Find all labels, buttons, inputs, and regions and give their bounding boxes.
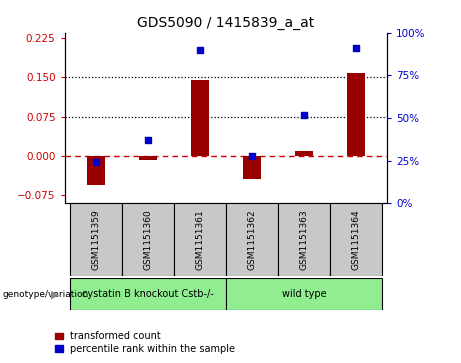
Title: GDS5090 / 1415839_a_at: GDS5090 / 1415839_a_at: [137, 16, 314, 30]
Text: GSM1151361: GSM1151361: [195, 209, 204, 270]
Bar: [226, 203, 278, 276]
Text: GSM1151362: GSM1151362: [248, 209, 256, 270]
Bar: [330, 203, 382, 276]
Point: [196, 47, 204, 53]
Point: [92, 159, 100, 165]
Bar: [70, 278, 226, 310]
Text: GSM1151364: GSM1151364: [351, 209, 361, 270]
Bar: [278, 203, 330, 276]
Point: [144, 137, 152, 143]
Bar: [87, 156, 105, 185]
Bar: [347, 73, 365, 156]
Point: [352, 45, 360, 51]
Bar: [139, 156, 157, 160]
Bar: [243, 156, 261, 179]
Bar: [70, 203, 122, 276]
Text: genotype/variation: genotype/variation: [2, 290, 89, 299]
Text: GSM1151363: GSM1151363: [300, 209, 308, 270]
Text: ▶: ▶: [51, 289, 59, 299]
Text: GSM1151359: GSM1151359: [91, 209, 100, 270]
Bar: [122, 203, 174, 276]
Text: GSM1151360: GSM1151360: [143, 209, 152, 270]
Bar: [191, 80, 209, 156]
Point: [300, 112, 307, 118]
Bar: [174, 203, 226, 276]
Text: wild type: wild type: [282, 289, 326, 299]
Text: cystatin B knockout Cstb-/-: cystatin B knockout Cstb-/-: [82, 289, 214, 299]
Legend: transformed count, percentile rank within the sample: transformed count, percentile rank withi…: [51, 327, 239, 358]
Point: [248, 152, 255, 158]
Bar: [295, 151, 313, 156]
Bar: [226, 278, 382, 310]
